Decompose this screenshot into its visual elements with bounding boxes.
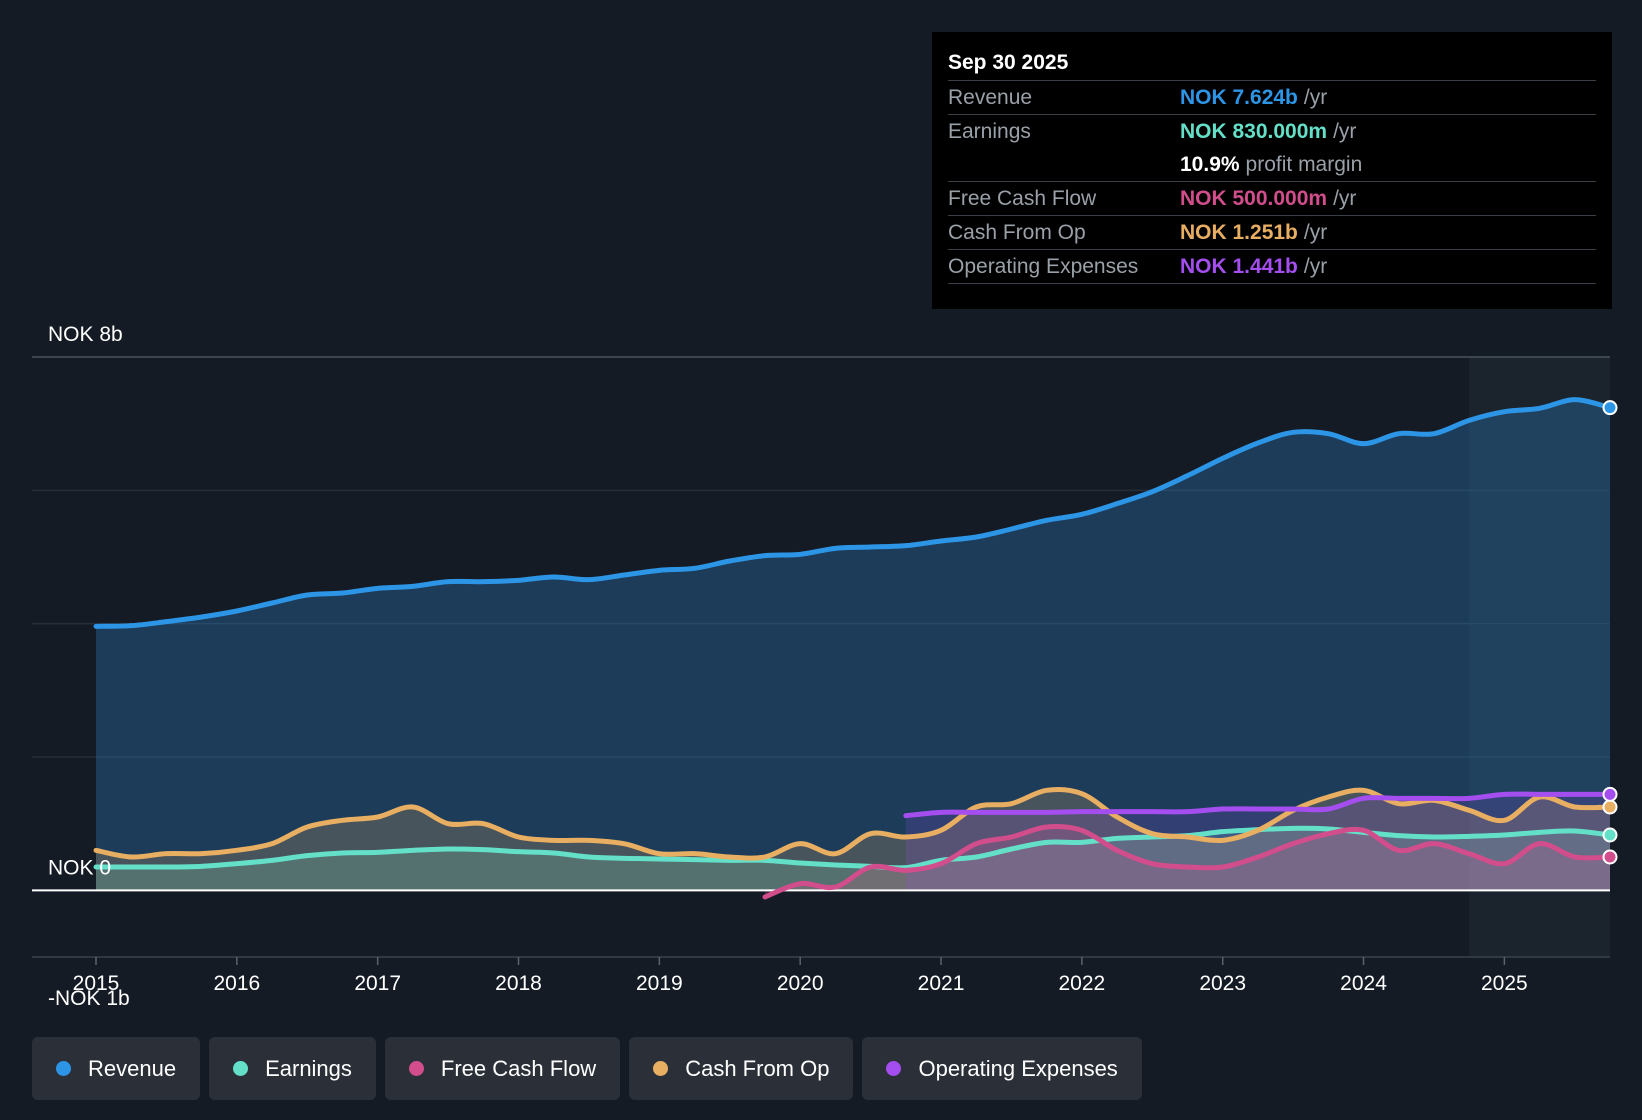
revenue-area <box>96 399 1610 891</box>
tooltip-label: Operating Expenses <box>948 254 1139 278</box>
tooltip-value-revenue: NOK 7.624b <box>1180 85 1298 109</box>
x-tick-label: 2021 <box>918 972 965 995</box>
tooltip-row-earnings: Earnings NOK 830.000m /yr <box>948 114 1596 148</box>
y-axis-label: -NOK 1b <box>48 987 130 1010</box>
tooltip-value-operating-expenses: NOK 1.441b <box>1180 254 1298 278</box>
earnings-endpoint <box>1602 827 1618 843</box>
operating-expenses-endpoint <box>1602 786 1618 802</box>
x-tick-label: 2024 <box>1340 972 1387 995</box>
tooltip-label: Revenue <box>948 85 1033 109</box>
legend-label: Earnings <box>265 1055 352 1081</box>
tooltip-unit: /yr <box>1333 186 1357 210</box>
tooltip-unit: /yr <box>1303 220 1328 244</box>
cash-from-op-line <box>93 786 1613 861</box>
legend-dot-icon <box>56 1061 71 1076</box>
legend-dot-icon <box>653 1061 669 1076</box>
earnings-area <box>96 828 1610 891</box>
tooltip-label: Earnings <box>948 119 1031 143</box>
x-tick-label: 2022 <box>1059 972 1106 995</box>
legend-item-cash-from-op[interactable]: Cash From Op <box>629 1037 854 1100</box>
revenue-line <box>93 397 1613 629</box>
x-tick-label: 2016 <box>213 972 260 995</box>
tooltip-unit: /yr <box>1303 85 1328 109</box>
x-tick-label: 2025 <box>1481 972 1528 995</box>
legend-item-free-cash-flow[interactable]: Free Cash Flow <box>384 1037 621 1100</box>
legend-item-operating-expenses[interactable]: Operating Expenses <box>862 1037 1142 1100</box>
tooltip-value-earnings: NOK 830.000m <box>1180 119 1328 143</box>
tooltip-value-free-cash-flow: NOK 500.000m <box>1180 186 1328 210</box>
legend-label: Free Cash Flow <box>440 1055 597 1081</box>
y-axis-label: NOK 0 <box>48 856 111 879</box>
tooltip-panel: Sep 30 2025 Revenue NOK 7.624b /yr Earni… <box>932 32 1612 309</box>
free-cash-flow-endpoint <box>1602 849 1618 865</box>
revenue-endpoint <box>1602 400 1618 416</box>
operating-expenses-line <box>903 791 1613 819</box>
tooltip-row-free-cash-flow: Free Cash Flow NOK 500.000m /yr <box>948 181 1596 215</box>
tooltip-value-profit-margin: 10.9% <box>1180 152 1240 176</box>
tooltip-row-revenue: Revenue NOK 7.624b /yr <box>948 80 1596 114</box>
tooltip-row-profit-margin: 10.9% profit margin <box>948 148 1596 181</box>
legend: Revenue Earnings Free Cash Flow Cash Fro… <box>32 1037 1142 1100</box>
legend-dot-icon <box>886 1061 902 1076</box>
legend-label: Revenue <box>88 1055 177 1081</box>
y-axis-label: NOK 8b <box>48 323 123 346</box>
legend-item-revenue[interactable]: Revenue <box>32 1037 201 1100</box>
x-tick-label: 2023 <box>1199 972 1246 995</box>
cash-from-op-endpoint <box>1602 799 1618 815</box>
legend-dot-icon <box>408 1061 424 1076</box>
x-tick-label: 2019 <box>636 972 683 995</box>
legend-item-earnings[interactable]: Earnings <box>209 1037 376 1100</box>
legend-label: Cash From Op <box>685 1055 830 1081</box>
x-tick-label: 2017 <box>354 972 401 995</box>
tooltip-date: Sep 30 2025 <box>948 51 1069 74</box>
tooltip-unit: /yr <box>1333 119 1357 143</box>
x-tick-label: 2020 <box>777 972 824 995</box>
tooltip-label: Free Cash Flow <box>948 186 1097 210</box>
tooltip-unit: profit margin <box>1245 152 1363 176</box>
x-tick-label: 2018 <box>495 972 542 995</box>
tooltip-row-operating-expenses: Operating Expenses NOK 1.441b /yr <box>948 249 1596 284</box>
legend-label: Operating Expenses <box>918 1055 1118 1081</box>
free-cash-flow-line <box>762 824 1613 900</box>
x-tick-label: 2015 <box>73 972 120 995</box>
legend-dot-icon <box>233 1061 249 1076</box>
tooltip-value-cash-from-op: NOK 1.251b <box>1180 220 1298 244</box>
tooltip-unit: /yr <box>1303 254 1328 278</box>
tooltip-label: Cash From Op <box>948 220 1086 244</box>
tooltip-row-cash-from-op: Cash From Op NOK 1.251b /yr <box>948 215 1596 249</box>
operating-expenses-area <box>905 794 1610 891</box>
